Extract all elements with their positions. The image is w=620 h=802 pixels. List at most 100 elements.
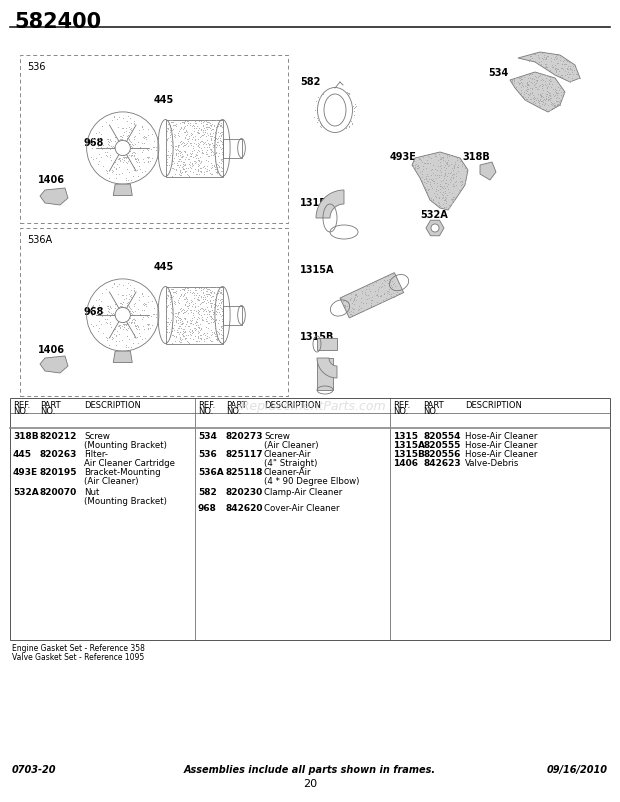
Point bbox=[179, 162, 189, 175]
Point bbox=[190, 124, 200, 137]
Point bbox=[555, 99, 565, 111]
Point bbox=[529, 72, 539, 85]
Point bbox=[193, 133, 203, 146]
Point bbox=[192, 313, 202, 326]
Point bbox=[177, 121, 187, 134]
Point bbox=[550, 84, 560, 97]
Point bbox=[123, 173, 133, 186]
Point bbox=[533, 83, 543, 95]
Point bbox=[126, 149, 136, 162]
Point bbox=[196, 297, 206, 310]
Point bbox=[180, 333, 190, 346]
Point bbox=[113, 288, 123, 301]
Point bbox=[440, 164, 450, 176]
Text: Engine Gasket Set - Reference 358: Engine Gasket Set - Reference 358 bbox=[12, 644, 145, 653]
Point bbox=[531, 80, 541, 93]
Point bbox=[203, 128, 213, 141]
Point bbox=[547, 102, 557, 115]
Text: Valve Gasket Set - Reference 1095: Valve Gasket Set - Reference 1095 bbox=[12, 653, 144, 662]
Point bbox=[179, 159, 188, 172]
Point bbox=[541, 61, 551, 74]
Point bbox=[529, 48, 539, 61]
Point bbox=[523, 78, 533, 91]
Point bbox=[569, 60, 578, 73]
Point bbox=[434, 171, 444, 184]
Point bbox=[432, 168, 442, 181]
Point bbox=[174, 167, 184, 180]
Point bbox=[93, 158, 103, 171]
Point bbox=[213, 333, 223, 346]
Point bbox=[443, 188, 453, 201]
Point bbox=[105, 300, 115, 313]
Point bbox=[379, 274, 389, 287]
Point bbox=[180, 120, 190, 133]
Point bbox=[143, 144, 153, 156]
Point bbox=[183, 161, 193, 174]
Point bbox=[124, 141, 134, 154]
Point bbox=[174, 322, 184, 334]
Point bbox=[115, 154, 125, 167]
Point bbox=[146, 310, 156, 322]
Point bbox=[164, 326, 174, 338]
Point bbox=[180, 282, 190, 294]
Point bbox=[103, 135, 113, 148]
Point bbox=[125, 111, 135, 124]
Point bbox=[213, 136, 223, 148]
Point bbox=[448, 177, 458, 190]
Point bbox=[166, 293, 175, 306]
Point bbox=[162, 292, 172, 305]
Text: Hose-Air Cleaner: Hose-Air Cleaner bbox=[465, 450, 538, 459]
Point bbox=[193, 144, 203, 157]
Point bbox=[216, 294, 226, 306]
Point bbox=[193, 311, 203, 324]
Point bbox=[138, 290, 148, 302]
Point bbox=[538, 53, 547, 66]
Text: DESCRIPTION: DESCRIPTION bbox=[465, 401, 522, 410]
Point bbox=[169, 330, 179, 342]
Point bbox=[341, 122, 351, 135]
Point bbox=[209, 286, 219, 298]
Point bbox=[134, 290, 144, 303]
Point bbox=[143, 128, 153, 141]
Point bbox=[175, 164, 185, 177]
Point bbox=[206, 329, 216, 342]
Point bbox=[531, 71, 541, 83]
Point bbox=[552, 91, 562, 104]
Point bbox=[373, 285, 383, 298]
Point bbox=[174, 160, 184, 173]
Point bbox=[175, 166, 185, 179]
Point bbox=[202, 140, 212, 153]
Point bbox=[122, 307, 132, 320]
Point bbox=[175, 314, 185, 326]
Point bbox=[105, 307, 115, 320]
Point bbox=[120, 306, 130, 319]
Point bbox=[360, 288, 370, 301]
Point bbox=[213, 302, 223, 315]
Point bbox=[453, 153, 463, 166]
Point bbox=[161, 165, 171, 178]
Point bbox=[538, 95, 547, 108]
Point bbox=[440, 167, 450, 180]
Point bbox=[544, 77, 554, 90]
Point bbox=[413, 162, 423, 175]
Point bbox=[208, 303, 218, 316]
Point bbox=[113, 319, 123, 332]
Point bbox=[125, 278, 135, 291]
Point bbox=[186, 296, 196, 309]
Point bbox=[417, 174, 427, 187]
Point bbox=[112, 144, 122, 156]
Point bbox=[182, 293, 192, 306]
Point bbox=[527, 87, 537, 99]
Point bbox=[162, 133, 172, 146]
Point bbox=[190, 129, 200, 142]
Point bbox=[169, 128, 179, 140]
Point bbox=[122, 156, 132, 169]
Point bbox=[126, 140, 136, 152]
Point bbox=[105, 143, 115, 156]
Point bbox=[179, 317, 188, 330]
Point bbox=[521, 77, 531, 90]
Point bbox=[216, 152, 226, 165]
Point bbox=[133, 153, 143, 166]
Point bbox=[114, 152, 124, 164]
Point bbox=[122, 324, 132, 337]
